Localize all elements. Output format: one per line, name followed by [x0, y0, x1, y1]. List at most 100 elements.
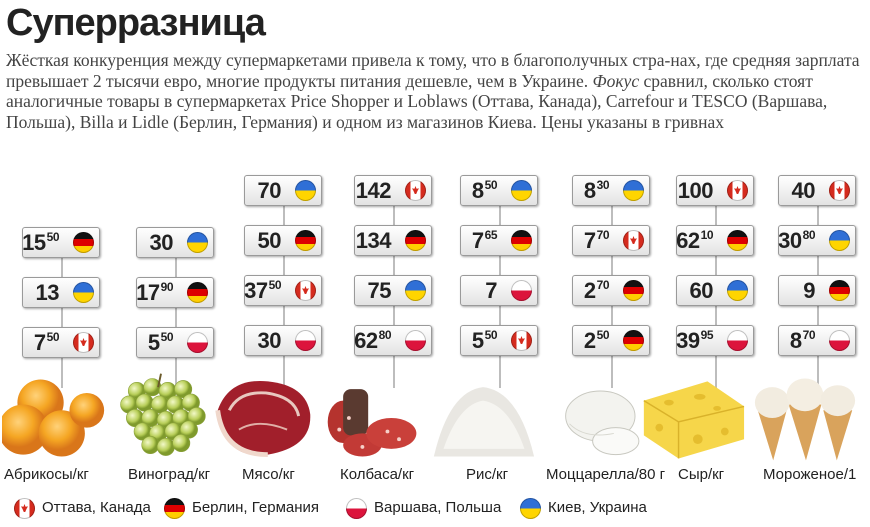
price-connector [61, 247, 63, 388]
legend-label: Киев, Украина [548, 499, 647, 516]
canada-flag-icon [623, 230, 644, 251]
price-value: 6210 [676, 228, 713, 254]
ukraine-flag-icon [405, 280, 426, 301]
price-fraction: 80 [802, 228, 816, 242]
price-tag: 9 [778, 275, 856, 306]
price-integer: 30 [257, 328, 282, 353]
price-integer: 7 [33, 330, 46, 355]
price-tag: 30 [136, 227, 214, 258]
price-tag: 3080 [778, 225, 856, 256]
price-fraction: 50 [596, 328, 610, 342]
price-fraction: 50 [46, 330, 60, 344]
canada-flag-icon [405, 180, 426, 201]
price-integer: 30 [149, 230, 174, 255]
price-integer: 8 [789, 328, 802, 353]
price-value: 75 [368, 278, 392, 304]
price-integer: 39 [676, 328, 700, 353]
germany-flag-icon [295, 230, 316, 251]
price-integer: 70 [257, 178, 282, 203]
price-value: 30 [149, 230, 174, 256]
poland-flag-icon [346, 498, 367, 519]
price-value: 100 [678, 178, 714, 204]
germany-flag-icon [623, 330, 644, 351]
ukraine-flag-icon [623, 180, 644, 201]
canada-flag-icon [295, 280, 316, 301]
price-integer: 62 [676, 228, 700, 253]
price-tag: 765 [460, 225, 538, 256]
price-fraction: 65 [484, 228, 498, 242]
ukraine-flag-icon [727, 280, 748, 301]
price-tag: 3750 [244, 275, 322, 306]
price-value: 870 [789, 328, 816, 354]
price-value: 6280 [354, 328, 391, 354]
price-value: 250 [583, 328, 610, 354]
price-tag: 100 [676, 175, 754, 206]
price-integer: 17 [136, 280, 160, 305]
price-fraction: 95 [700, 328, 714, 342]
price-tag: 550 [460, 325, 538, 356]
legend-label: Оттава, Канада [42, 499, 151, 516]
germany-flag-icon [623, 280, 644, 301]
price-fraction: 50 [160, 330, 174, 344]
price-value: 3750 [244, 278, 281, 304]
ukraine-flag-icon [295, 180, 316, 201]
price-tag: 7 [460, 275, 538, 306]
category-label: Мороженое/1 [763, 466, 857, 483]
price-integer: 7 [485, 278, 497, 303]
price-fraction: 70 [596, 278, 610, 292]
price-tag: 6210 [676, 225, 754, 256]
price-integer: 60 [689, 278, 714, 303]
price-value: 550 [472, 328, 498, 354]
price-fraction: 50 [484, 328, 498, 342]
price-fraction: 50 [268, 278, 282, 292]
intro-part1: Жёсткая конкуренция между супермаркетами… [6, 50, 860, 91]
price-value: 770 [583, 228, 610, 254]
product-column: 40 3080 9 870 [774, 0, 864, 527]
price-value: 270 [584, 278, 610, 304]
price-integer: 2 [583, 328, 596, 353]
product-column: 70 50 3750 30 [240, 0, 330, 527]
category-label: Виноград/кг [128, 466, 211, 483]
apricots-image [2, 379, 105, 457]
ukraine-flag-icon [829, 230, 850, 251]
price-fraction: 50 [484, 178, 498, 192]
ukraine-flag-icon [520, 498, 541, 519]
price-integer: 50 [257, 228, 282, 253]
ukraine-flag-icon [511, 180, 532, 201]
price-tag: 70 [244, 175, 322, 206]
price-value: 40 [792, 178, 816, 204]
price-fraction: 80 [378, 328, 392, 342]
price-value: 60 [689, 278, 714, 304]
germany-flag-icon [187, 282, 208, 303]
price-value: 750 [33, 330, 60, 356]
price-tag: 13 [22, 277, 100, 308]
price-fraction: 50 [46, 230, 60, 244]
sausage-image [327, 389, 417, 457]
ukraine-flag-icon [73, 282, 94, 303]
price-fraction: 70 [802, 328, 816, 342]
grapes-image [120, 373, 206, 456]
price-integer: 13 [35, 280, 60, 305]
product-column: 830 770 270 250 [568, 0, 658, 527]
intro-part2: сравнил, сколько стоят аналогичные товар… [6, 70, 828, 132]
price-integer: 62 [354, 328, 378, 353]
price-tag: 142 [354, 175, 432, 206]
price-tag: 750 [22, 327, 100, 358]
category-label: Мясо/кг [242, 466, 295, 483]
price-value: 1790 [136, 280, 173, 306]
price-value: 1550 [22, 230, 59, 256]
canada-flag-icon [829, 180, 850, 201]
price-tag: 1550 [22, 227, 100, 258]
price-tag: 50 [244, 225, 322, 256]
price-value: 3080 [778, 228, 815, 254]
poland-flag-icon [727, 330, 748, 351]
price-integer: 134 [355, 228, 392, 253]
rice-image [433, 387, 535, 457]
price-value: 3995 [676, 328, 713, 354]
price-value: 9 [803, 278, 815, 304]
page-title: Суперразница [6, 2, 266, 44]
poland-flag-icon [405, 330, 426, 351]
poland-flag-icon [829, 330, 850, 351]
price-integer: 7 [583, 228, 596, 253]
